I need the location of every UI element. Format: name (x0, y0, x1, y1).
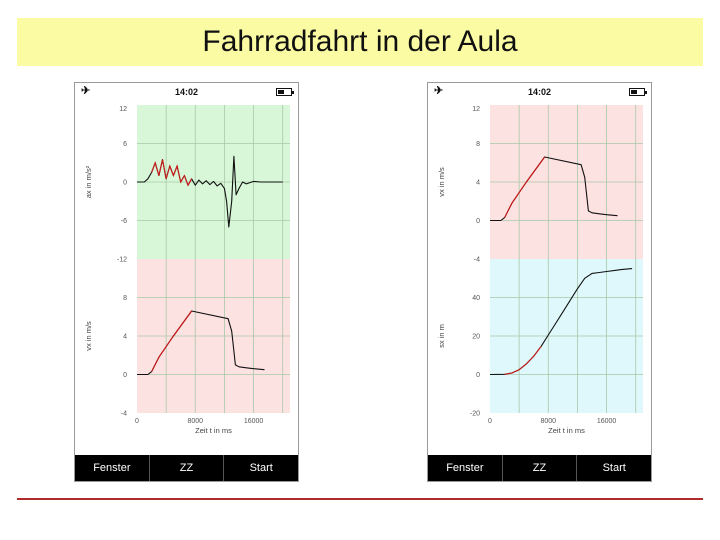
x-tick-label: 8000 (540, 418, 556, 425)
y-tick-label: 20 (472, 334, 480, 341)
data-series-highlight (504, 346, 542, 375)
x-tick-label: 16000 (597, 418, 617, 425)
y-tick-label: 0 (476, 372, 480, 379)
airplane-mode-icon: ✈ (81, 85, 91, 97)
tab-zz[interactable]: ZZ (150, 455, 225, 481)
y-tick-label: 4 (476, 180, 480, 187)
y-tick-label: 0 (123, 180, 127, 187)
tab-zz[interactable]: ZZ (503, 455, 578, 481)
y-tick-label: 8 (123, 295, 127, 302)
y-tick-label: -4 (474, 257, 480, 264)
y-tick-label: -4 (121, 411, 127, 418)
y-axis-title: vx in m/s (437, 167, 446, 197)
status-time: 14:02 (527, 87, 552, 97)
y-tick-label: 6 (123, 141, 127, 148)
phone-screenshot-left: ✈ 14:02 12 6 0 -6 -12 ax in m/s² 8 4 0 -4 vx in m/… (74, 82, 299, 482)
airplane-mode-icon: ✈ (434, 85, 444, 97)
battery-icon (629, 88, 647, 96)
x-tick-label: 8000 (187, 418, 203, 425)
bottom-divider (17, 498, 703, 500)
y-tick-label: -6 (121, 218, 127, 225)
y-tick-label: 0 (123, 372, 127, 379)
status-bar: ✈ 14:02 (428, 83, 651, 101)
tab-start[interactable]: Start (249, 462, 273, 474)
graph-right-bottom[interactable]: 40 20 0 -20 sx in m 0 8000 16000 Zeit t in ms (437, 259, 643, 435)
tab-bar: Fenster ZZ Start (428, 455, 651, 481)
data-series-line (490, 156, 618, 222)
y-axis-title: vx in m/s (84, 321, 93, 351)
status-time: 14:02 (174, 87, 199, 97)
graph-left-bottom[interactable]: 8 4 0 -4 vx in m/s 0 8000 16000 Zeit t in ms (84, 259, 290, 435)
phyphox-graph-area-left: 12 6 0 -6 -12 ax in m/s² 8 4 0 -4 vx in m/s 0 8000 16… (84, 105, 290, 435)
y-tick-label: -12 (117, 257, 127, 264)
y-tick-label: 40 (472, 295, 480, 302)
x-tick-label: 0 (135, 418, 139, 425)
y-tick-label: 4 (123, 334, 127, 341)
y-tick-label: 0 (476, 218, 480, 225)
x-axis-title: Zeit t in ms (548, 426, 585, 435)
y-tick-label: -20 (470, 411, 480, 418)
data-series-highlight (151, 310, 193, 372)
tab-fenster[interactable]: Fenster (75, 455, 150, 481)
y-axis-title: ax in m/s² (84, 165, 93, 198)
graph-left-top[interactable]: 12 6 0 -6 -12 ax in m/s² (84, 105, 290, 264)
y-tick-label: 8 (476, 141, 480, 148)
tab-fenster[interactable]: Fenster (428, 455, 503, 481)
x-axis-title: Zeit t in ms (195, 426, 232, 435)
slide-title: Fahrradfahrt in der Aula (17, 18, 703, 66)
data-series-highlight (504, 156, 546, 218)
tab-bar: Fenster ZZ Start (75, 455, 298, 481)
tab-start[interactable]: Start (602, 462, 626, 474)
x-tick-label: 16000 (244, 418, 264, 425)
y-tick-label: 12 (472, 106, 480, 113)
y-axis-title: sx in m (437, 324, 446, 348)
x-tick-label: 0 (488, 418, 492, 425)
status-bar: ✈ 14:02 (75, 83, 298, 101)
y-tick-label: 12 (119, 106, 127, 113)
battery-icon (276, 88, 294, 96)
data-series-highlight (151, 159, 193, 187)
graph-right-top[interactable]: 12 8 4 0 -4 vx in m/s (437, 105, 643, 264)
